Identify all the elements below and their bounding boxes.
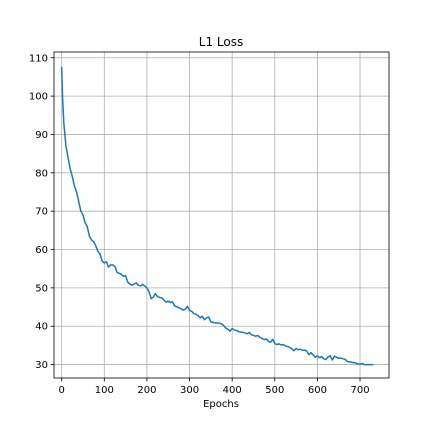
- x-tick-label: 700: [350, 385, 369, 396]
- x-tick-label: 100: [95, 385, 114, 396]
- y-tick-label: 30: [35, 360, 48, 371]
- y-tick-label: 60: [35, 245, 48, 256]
- x-tick-label: 600: [308, 385, 327, 396]
- y-tick-label: 110: [29, 53, 48, 64]
- y-tick-label: 40: [35, 322, 48, 333]
- x-tick-label: 500: [265, 385, 284, 396]
- y-tick-label: 90: [35, 130, 48, 141]
- series-layer: [60, 66, 374, 366]
- axis-ticks: 0 100 200 300 400 500 600 700 30 40 50 60 70 80 90 100 1…: [29, 53, 370, 396]
- x-tick-label: 300: [180, 385, 199, 396]
- x-axis-label: Epochs: [203, 399, 239, 410]
- x-tick-label: 0: [58, 385, 64, 396]
- y-tick-label: 50: [35, 283, 48, 294]
- chart-title: L1 Loss: [199, 35, 243, 49]
- x-tick-label: 200: [137, 385, 156, 396]
- loss-series-line: [60, 66, 374, 366]
- y-tick-label: 100: [29, 92, 48, 103]
- grid: [54, 52, 389, 378]
- y-tick-label: 80: [35, 168, 48, 179]
- y-tick-label: 70: [35, 207, 48, 218]
- plot-frame: [53, 51, 390, 379]
- x-tick-label: 400: [223, 385, 242, 396]
